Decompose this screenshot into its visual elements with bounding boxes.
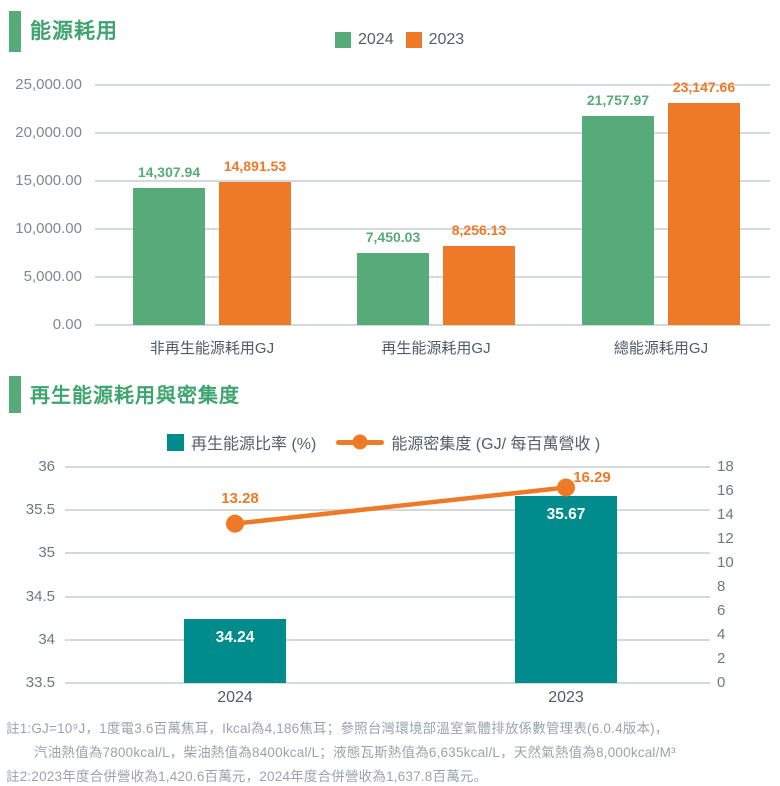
chart1-bar-value-label-2024-0: 14,307.94 [137,163,201,180]
chart2-left-axis-label: 33.5 [25,674,55,691]
legend-swatch-2024-icon [335,32,351,48]
chart1-bar-value-label-2024-1: 7,450.03 [365,229,421,246]
chart2-bar-2023 [515,495,617,683]
chart1-bar-2024-0 [133,187,205,325]
chart1-bar-2024-1 [357,253,429,325]
legend-label-2023: 2023 [428,31,465,48]
chart2-right-axis-label: 14 [717,506,734,523]
chart2-left-axis-label: 36 [38,458,55,475]
chart2-gridline [65,595,710,598]
chart2-x-axis-label-2023: 2023 [548,689,584,706]
footnote-3: 註2:2023年度合併營收為1,420.6百萬元，2024年度合併營收為1,63… [6,768,488,784]
chart2-right-axis-label: 6 [717,602,726,619]
chart2-right-axis-label: 4 [717,626,726,643]
chart2-line-value-label-1: 16.29 [573,468,611,486]
chart1-category-label: 總能源耗用GJ [613,340,709,357]
chart1-bar-value-label-2023-2: 23,147.66 [672,78,736,95]
chart1-gridline [95,84,770,86]
section1-accent-bar [9,11,21,52]
intensity-line-path [234,485,567,526]
legend-item-renewable-ratio: 再生能源比率 (%) [167,430,316,454]
chart1-bar-value-label-2024-2: 21,757.97 [586,92,650,109]
chart2-right-axis-label: 0 [717,674,726,691]
intensity-line-marker-0 [226,514,244,533]
chart2-left-axis-label: 34.5 [25,587,55,605]
chart2-bar-value-label-2024: 34.24 [215,629,255,647]
chart1-bar-2023-1 [443,245,515,325]
chart1-bar-2024-2 [582,116,654,325]
chart1-y-axis-label: 25,000.00 [15,76,82,93]
chart2-gridline [65,682,710,684]
intensity-line-marker-1 [557,478,575,497]
section2-accent-bar [9,376,21,413]
chart1-category-label: 再生能源耗用GJ [381,340,491,357]
legend-swatch-2023-icon [405,32,422,48]
chart2-bar-value-label-2023: 35.67 [546,505,586,523]
chart1-bar-value-label-2023-0: 14,891.53 [223,158,287,175]
legend-item-2023: 2023 [405,31,465,49]
section2-title: 再生能源耗用與密集度 [30,385,240,407]
chart2-right-axis-label: 16 [717,482,734,499]
chart1-gridline [95,276,770,278]
legend-line-marker-icon [336,434,385,450]
chart1-y-axis-label: 0.00 [52,316,82,333]
chart2-legend: 再生能源比率 (%) 能源密集度 (GJ/ 每百萬營收 ) [167,430,600,454]
chart2-right-axis-label: 8 [717,578,726,595]
legend-dot-icon [352,434,368,450]
chart1-bar-value-label-2023-1: 8,256.13 [451,221,507,238]
chart1-y-axis-label: 15,000.00 [15,172,82,189]
chart2-bar-2024 [184,619,286,683]
chart2-line-value-label-0: 13.28 [221,489,259,507]
chart1-y-axis-label: 5,000.00 [23,268,82,285]
chart2-gridline [65,552,710,555]
chart1-legend: 2024 2023 [335,31,464,49]
chart2-left-axis-label: 35.5 [25,501,55,519]
chart1-bar-2023-0 [219,182,291,325]
chart1-category-label: 非再生能源耗用GJ [149,340,275,357]
chart1-y-axis-label: 20,000.00 [15,124,82,141]
chart2-right-axis-label: 18 [717,458,734,475]
chart2-right-axis-label: 12 [717,530,734,547]
chart1-bar-2023-2 [668,102,740,325]
chart2-right-axis-label: 10 [717,554,734,571]
chart2-left-axis-label: 34 [38,630,55,648]
chart1-y-axis-label: 10,000.00 [15,220,82,237]
legend-item-energy-intensity: 能源密集度 (GJ/ 每百萬營收 ) [336,430,600,454]
legend-label-energy-intensity: 能源密集度 (GJ/ 每百萬營收 ) [391,436,601,453]
chart2-x-axis-label-2024: 2024 [217,689,253,706]
chart2-gridline [65,466,710,468]
legend-item-2024: 2024 [335,31,394,49]
chart2-left-axis-label: 35 [38,544,55,562]
legend-label-renewable-ratio: 再生能源比率 (%) [191,436,317,453]
footnote-1: 註1:GJ=10⁹J，1度電3.6百萬焦耳，Ikcal為4,186焦耳；參照台灣… [6,720,669,736]
chart1-gridline [95,180,770,182]
chart1-gridline [95,132,770,134]
footnote-2: 汽油熱值為7800kcal/L，柴油熱值為8400kcal/L；液態瓦斯熱值為6… [34,744,676,760]
chart2-right-axis-label: 2 [717,650,726,667]
section1-title: 能源耗用 [30,20,118,43]
chart1-gridline [95,324,770,326]
chart1-gridline [95,228,770,230]
legend-label-2024: 2024 [358,31,394,48]
legend-swatch-renewable-ratio-icon [167,433,184,451]
chart2-gridline [65,638,710,641]
chart2-gridline [65,509,710,512]
